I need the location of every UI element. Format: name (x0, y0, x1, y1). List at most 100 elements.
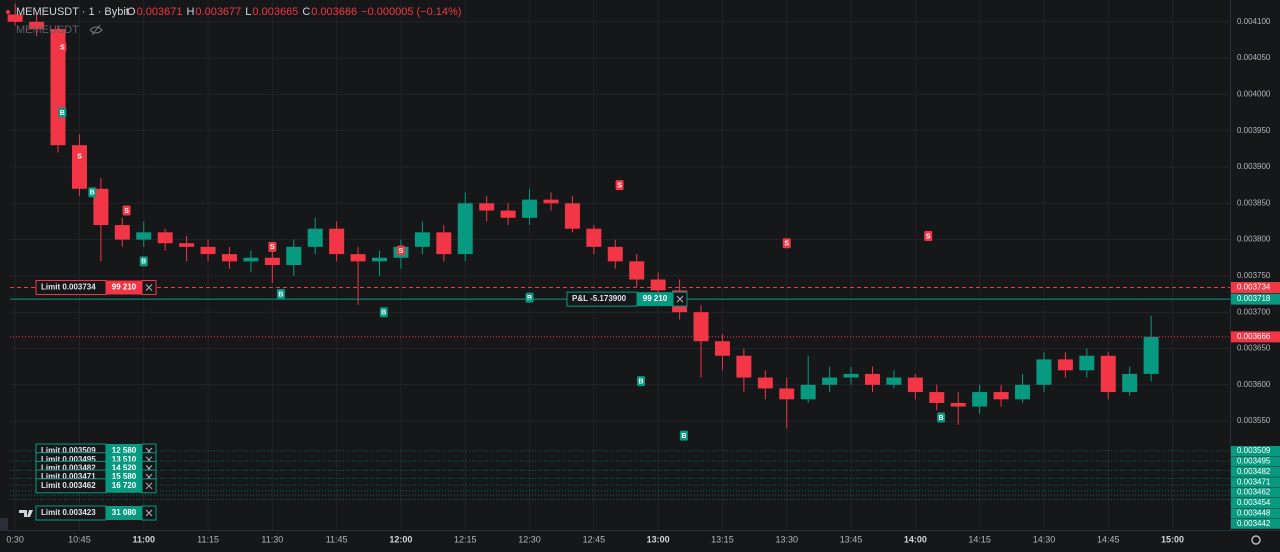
symbol: MEMEUSDT · 1 · Bybit (16, 6, 129, 18)
price-label: 0.003666 (1237, 332, 1271, 341)
order[interactable]: P&L -5.173900 99 210 (566, 291, 688, 307)
order-qty-bg (106, 280, 142, 295)
trade-marker (139, 256, 148, 267)
settings-button[interactable] (1251, 535, 1261, 545)
trade-marker (782, 238, 791, 249)
status-dot (6, 10, 10, 14)
x-tick-label: 0:30 (6, 534, 24, 544)
price-label-bg (1231, 487, 1280, 498)
candle-body (543, 199, 559, 204)
x-tick-label: 14:45 (1097, 534, 1120, 544)
price-label-bg (1231, 456, 1280, 467)
order[interactable]: Limit 0.003462 16 720 (35, 478, 157, 494)
trade-marker (679, 430, 688, 441)
candle-body (586, 228, 602, 247)
price-label-bg (1231, 477, 1280, 488)
order-label: Limit 0.003462 (41, 481, 96, 490)
order-close[interactable] (145, 482, 153, 490)
y-tick-label: 0.004100 (1237, 17, 1271, 26)
x-tick-label: 10:45 (68, 534, 91, 544)
candle-body (114, 225, 130, 240)
candle-body (221, 254, 237, 262)
ohlc: O 0.003671 H 0.003677 L 0.003665 C 0.003666 −0.0… (127, 6, 461, 18)
candle-body (607, 246, 623, 262)
eye-icon[interactable] (89, 24, 103, 36)
trade-marker (88, 187, 97, 198)
price-label-bg (1231, 508, 1280, 519)
price-label-bg (1231, 498, 1280, 508)
trade-marker (396, 245, 405, 256)
candle-body (907, 377, 923, 393)
trade-marker (379, 307, 388, 318)
candle-body (714, 341, 730, 356)
order-close[interactable] (145, 509, 153, 517)
price-label-bg (1231, 466, 1280, 477)
order-label: Limit 0.003471 (41, 472, 96, 481)
order-label: Limit 0.003734 (41, 283, 96, 292)
overlay: 0.003734 0.003718 0.003666 0.003509 0.003495… (10, 280, 1280, 529)
x-tick-label: 13:30 (775, 534, 798, 544)
y-tick-label: 0.003900 (1237, 162, 1271, 171)
candle-body (564, 203, 580, 229)
candle-body (136, 232, 152, 240)
trade-marker-label: B (527, 295, 532, 302)
price-label: 0.003734 (1237, 283, 1271, 292)
trade-marker (937, 412, 946, 423)
tv-logo (0, 510, 33, 530)
order-qty: 15 580 (112, 472, 137, 481)
order-qty: 31 080 (112, 508, 137, 517)
ohlc-label: L (245, 6, 251, 18)
candle-body (350, 254, 366, 262)
trade-marker (58, 42, 67, 53)
price-label-bg (1231, 331, 1280, 343)
order-close[interactable] (676, 295, 684, 303)
candle-body (929, 392, 945, 403)
trade-marker-label: B (939, 415, 944, 422)
order[interactable]: Limit 0.003423 31 080 (35, 505, 157, 521)
header: MEMEUSDT · 1 · Bybit O 0.003671 H 0.003677 L… (6, 6, 461, 36)
x-tick-label: 11:00 (132, 534, 155, 544)
candle-body (1036, 359, 1052, 385)
trade-marker (58, 107, 67, 118)
price-label: 0.003454 (1237, 498, 1271, 507)
x-tick-label: 14:30 (1033, 534, 1056, 544)
trade-marker (276, 289, 285, 300)
x-tick-label: 12:15 (454, 534, 477, 544)
candle-body (329, 228, 345, 255)
candle-body (1015, 384, 1031, 400)
candle-body (736, 355, 752, 378)
order-qty: 99 210 (112, 283, 137, 292)
x-tick-label: 14:00 (904, 534, 927, 544)
x-tick-label: 13:45 (840, 534, 863, 544)
ohlc-label: C (302, 6, 310, 18)
price-label-bg (1231, 446, 1280, 456)
candle-body (479, 203, 495, 211)
ohlc-value: 0.003666 (311, 6, 357, 18)
trade-marker (615, 180, 624, 191)
candle-body (950, 402, 966, 407)
order-label: Limit 0.003509 (41, 446, 96, 455)
trade-marker (75, 151, 84, 162)
candle-body (414, 232, 430, 247)
price-label: 0.003462 (1237, 488, 1271, 497)
candle-body (650, 279, 666, 291)
trade-marker-label: B (638, 379, 643, 386)
x-tick-label: 12:00 (389, 534, 412, 544)
x-tick-label: 11:30 (261, 534, 283, 544)
price-label: 0.003509 (1237, 446, 1271, 455)
order-qty-bg (637, 292, 673, 307)
price-label: 0.003448 (1237, 509, 1271, 518)
order-label: Limit 0.003423 (41, 508, 96, 517)
candle-body (1079, 355, 1095, 371)
order-qty-bg (106, 478, 142, 493)
candle-body (843, 373, 859, 378)
candle-body (372, 257, 388, 262)
collapse-button[interactable] (0, 518, 8, 530)
candle-body (264, 257, 280, 265)
order-qty: 99 210 (643, 294, 668, 303)
y-tick-label: 0.003850 (1237, 198, 1271, 207)
trade-marker-label: S (926, 233, 931, 240)
order-close[interactable] (145, 284, 153, 291)
order[interactable]: Limit 0.003734 99 210 (35, 280, 157, 296)
y-tick-label: 0.003700 (1237, 307, 1271, 316)
